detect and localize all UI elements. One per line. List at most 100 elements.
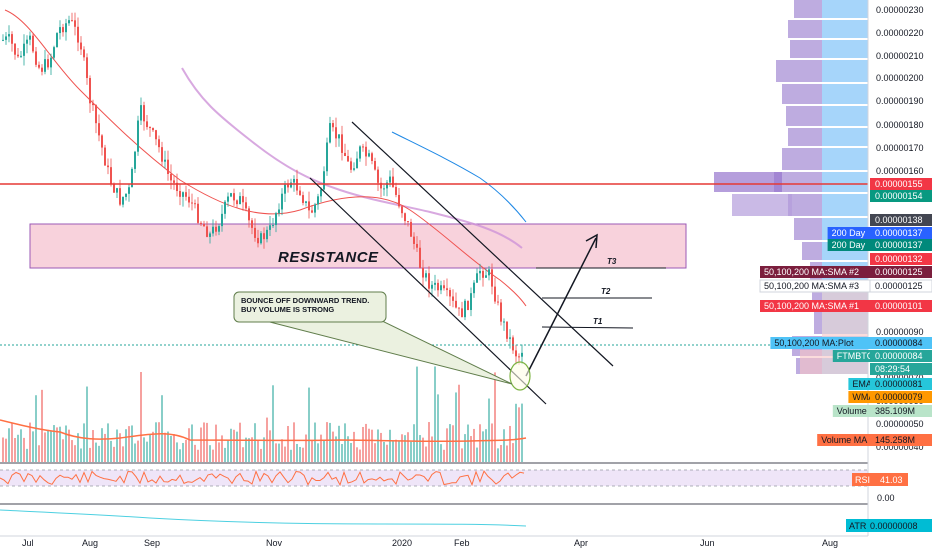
candle-body <box>188 196 190 203</box>
target-label-t2: T2 <box>601 287 611 296</box>
volume-bar <box>362 426 364 462</box>
price-tick-label: 0.00000210 <box>876 51 924 61</box>
candle-body <box>284 184 286 194</box>
volume-bar <box>272 385 274 462</box>
candle-body <box>182 192 184 197</box>
candle-body <box>416 243 418 248</box>
volume-bar <box>32 431 34 462</box>
volume-bar <box>392 441 394 462</box>
volume-bar <box>452 425 454 462</box>
volume-profile-down <box>774 172 822 192</box>
candle-body <box>356 158 358 169</box>
candle-body <box>365 146 367 157</box>
time-axis[interactable] <box>0 536 932 550</box>
candle-body <box>137 120 139 152</box>
volume-bar <box>410 441 412 462</box>
volume-bar <box>224 447 226 462</box>
time-tick-label: Jun <box>700 538 715 548</box>
atr-line <box>0 509 527 527</box>
volume-bar <box>509 425 511 462</box>
candle-body <box>110 167 112 185</box>
volume-bar <box>353 431 355 462</box>
candle-body <box>32 35 34 52</box>
volume-bar <box>416 366 418 462</box>
price-tag-name: 50,100,200 MA:SMA #1 <box>764 301 859 311</box>
price-tick-label: 0.00000170 <box>876 143 924 153</box>
candle-body <box>200 222 202 224</box>
volume-bar <box>269 430 271 462</box>
candle-body <box>149 127 151 129</box>
ma-red <box>4 9 527 307</box>
candle-body <box>71 20 73 22</box>
volume-bar <box>11 422 13 462</box>
callout-line-1: BOUNCE OFF DOWNWARD TREND. <box>241 296 369 305</box>
price-tag: Volume 385.109M <box>832 405 932 417</box>
candle-body <box>209 233 211 237</box>
volume-bar <box>350 442 352 462</box>
volume-bar <box>239 422 241 462</box>
volume-bar <box>305 434 307 462</box>
candle-body <box>323 171 325 190</box>
volume-bar <box>251 437 253 462</box>
volume-bar <box>338 425 340 462</box>
candle-body <box>47 59 49 68</box>
candle-body <box>374 161 376 170</box>
candle-body <box>326 142 328 172</box>
volume-bar <box>419 435 421 462</box>
price-tag: 0.00000132 <box>870 253 932 265</box>
candle-body <box>473 282 475 294</box>
candle-body <box>476 273 478 283</box>
volume-bar <box>74 445 76 462</box>
candle-body <box>395 186 397 195</box>
candle-body <box>101 135 103 148</box>
candle-body <box>464 300 466 318</box>
volume-bar <box>503 429 505 462</box>
volume-bar <box>512 443 514 462</box>
price-tag-value: 0.00000154 <box>875 191 923 201</box>
candle-body <box>119 188 121 205</box>
candle-body <box>164 159 166 162</box>
volume-bar <box>110 440 112 462</box>
volume-bar <box>152 431 154 462</box>
volume-profile-down <box>786 106 822 126</box>
candle-body <box>509 337 511 339</box>
volume-bar <box>428 422 430 462</box>
volume-profile-down <box>794 0 822 18</box>
volume-profile-up <box>822 172 868 192</box>
volume-profile-up <box>822 148 868 170</box>
ma-purple <box>181 67 523 249</box>
candle-body <box>278 209 280 214</box>
candle-body <box>263 233 265 240</box>
candle-body <box>503 321 505 323</box>
candle-body <box>20 55 22 57</box>
candle-body <box>413 236 415 244</box>
volume-bar <box>53 425 55 462</box>
candle-body <box>383 188 385 190</box>
candle-body <box>80 42 82 50</box>
volume-bar <box>8 428 10 462</box>
candle-body <box>425 273 427 278</box>
candle-body <box>113 184 115 193</box>
volume-profile-up <box>822 106 868 126</box>
candle-body <box>5 36 7 40</box>
time-axis-ticks: Jul Aug Sep Nov 2020 Feb Apr Jun Aug <box>22 538 838 548</box>
volume-bar <box>359 449 361 462</box>
candle-body <box>62 27 64 33</box>
candle-body <box>95 105 97 124</box>
volume-bar <box>185 439 187 462</box>
volume-bar <box>197 449 199 462</box>
volume-bar <box>188 428 190 462</box>
candle-body <box>371 153 373 162</box>
candle-body <box>443 285 445 289</box>
candle-body <box>338 134 340 139</box>
time-tick-label: Apr <box>574 538 588 548</box>
volume-profile-up <box>822 20 868 38</box>
volume-bar <box>95 442 97 462</box>
price-tag-name: 50,100,200 MA:SMA #2 <box>764 267 859 277</box>
candle-body <box>335 127 337 139</box>
volume-bar <box>182 442 184 462</box>
candle-body <box>332 123 334 128</box>
candle-body <box>506 321 508 339</box>
candle-body <box>83 49 85 58</box>
